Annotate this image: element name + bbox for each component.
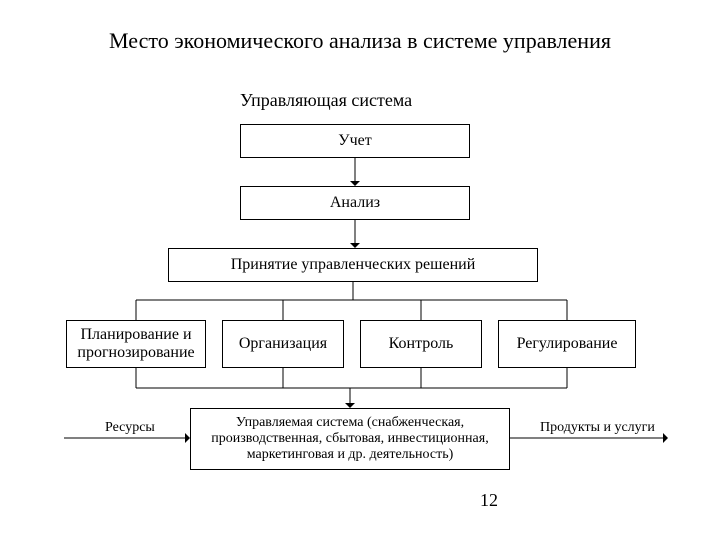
slide-title: Место экономического анализа в системе у… <box>0 28 720 54</box>
label-resources: Ресурсы <box>105 420 155 436</box>
subtitle: Управляющая система <box>240 90 412 111</box>
node-plan: Планирование и прогнозирование <box>66 320 206 368</box>
node-uchet: Учет <box>240 124 470 158</box>
node-analiz: Анализ <box>240 186 470 220</box>
node-org: Организация <box>222 320 344 368</box>
page-number: 12 <box>480 490 498 511</box>
node-decisions: Принятие управленческих решений <box>168 248 538 282</box>
node-managed: Управляемая система (снабженческая, прои… <box>190 408 510 470</box>
node-reg: Регулирование <box>498 320 636 368</box>
slide: Место экономического анализа в системе у… <box>0 0 720 540</box>
label-products: Продукты и услуги <box>540 420 655 436</box>
node-control: Контроль <box>360 320 482 368</box>
